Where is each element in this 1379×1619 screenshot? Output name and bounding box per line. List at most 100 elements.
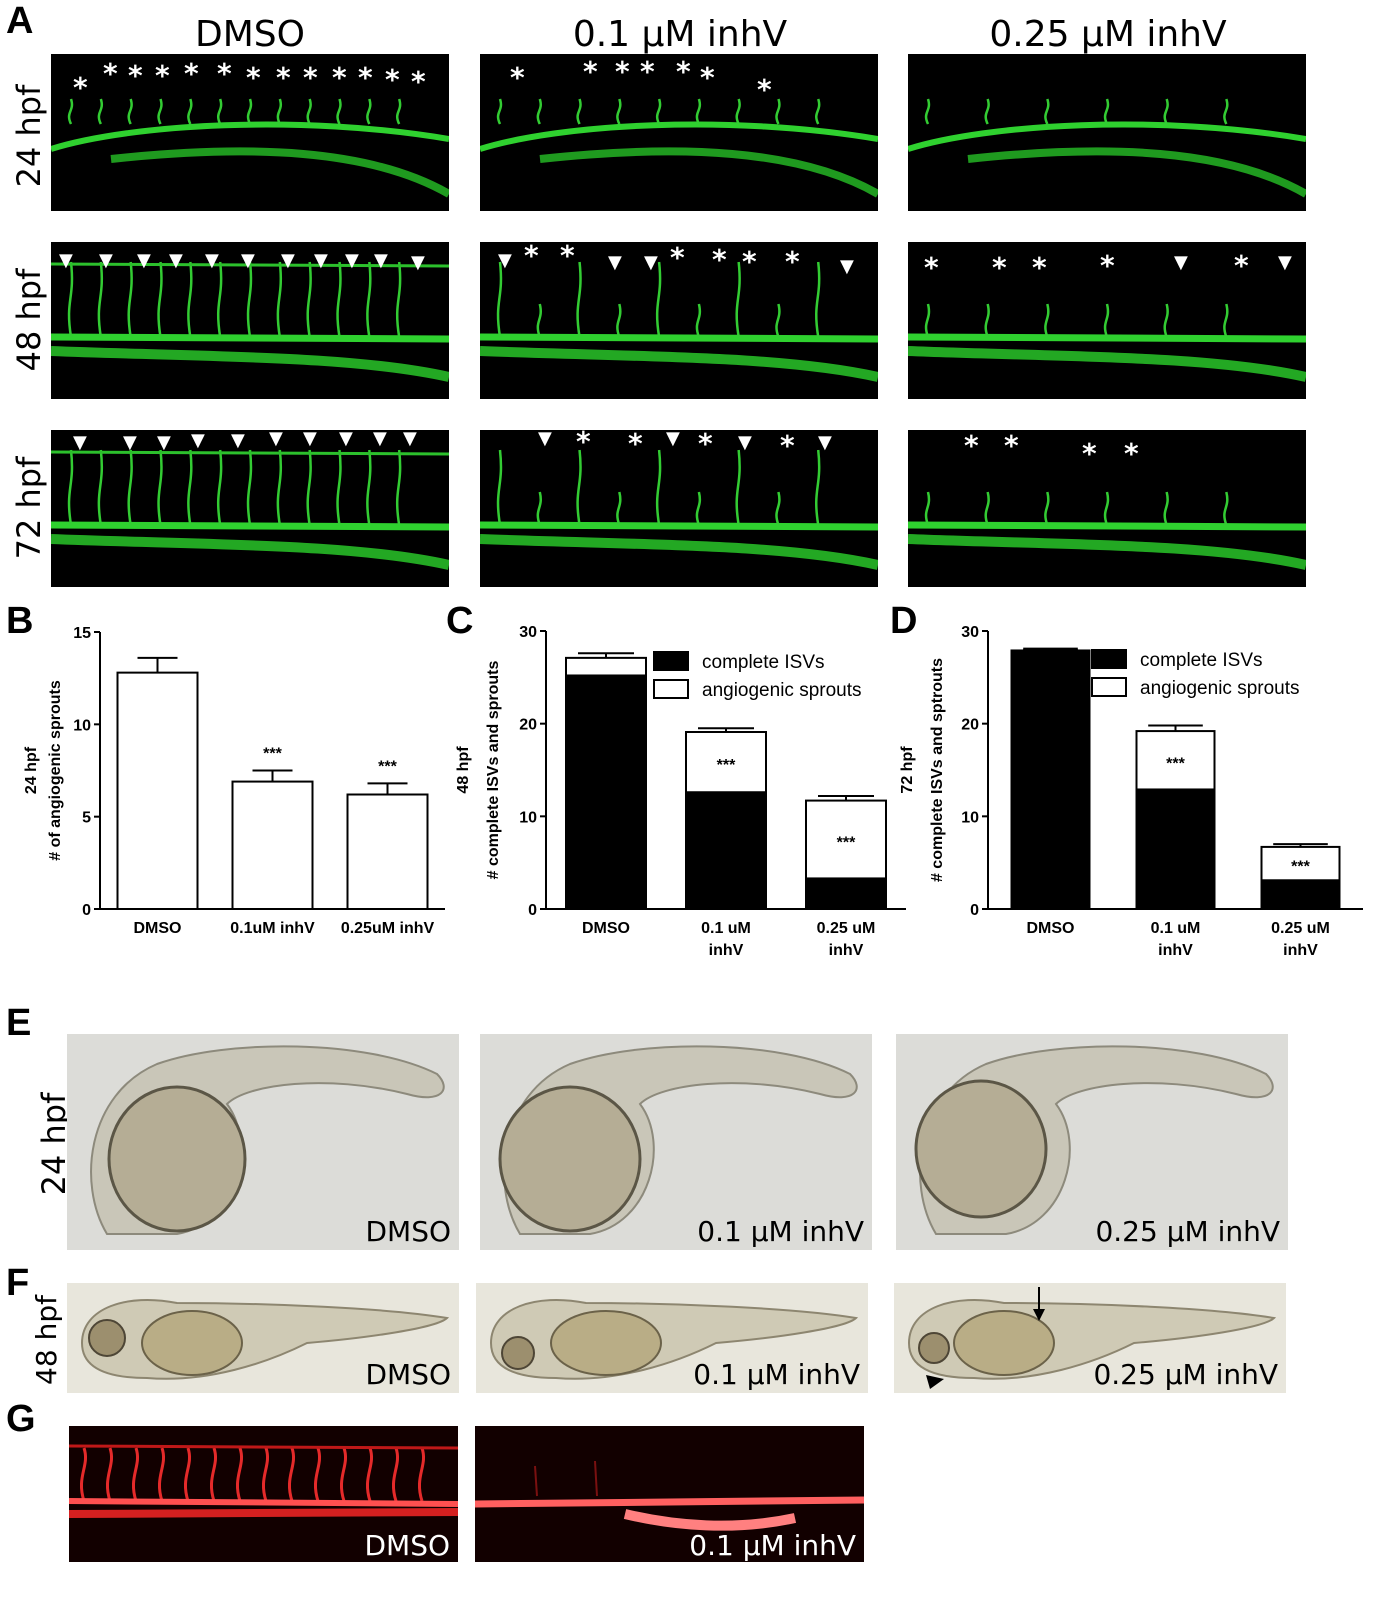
asterisk-marker: *	[640, 55, 655, 88]
asterisk-marker: *	[700, 61, 715, 94]
isv-vessel	[79, 1447, 87, 1502]
legend-label: angiogenic sprouts	[702, 680, 862, 701]
arrowhead-icon: ▼	[374, 250, 388, 271]
x-category-label: inhV	[829, 942, 864, 959]
arrowhead-icon: ▼	[608, 252, 622, 273]
isv-vessel	[183, 1447, 191, 1502]
y-tick-label: 30	[961, 624, 979, 641]
asterisk-marker: *	[676, 55, 691, 88]
asterisk-marker: *	[1004, 430, 1019, 462]
isv-vessel	[261, 1447, 269, 1502]
micrograph-24hpf-col3	[908, 54, 1306, 211]
fluorescence-g-0-1: 0.1 μM inhV	[475, 1426, 864, 1562]
asterisk-marker: *	[964, 430, 979, 462]
x-category-label: 0.25uM inhV	[341, 920, 435, 937]
y-axis-label-line2: # of angiogenic sprouts	[47, 680, 64, 861]
panel-letter-b: B	[6, 600, 34, 642]
micrograph-24hpf-col1: * * * * * * * * * * * * *	[51, 54, 449, 211]
isv-vessel	[287, 1447, 295, 1502]
micrograph-24hpf-col2: * * * * * * *	[480, 54, 878, 211]
asterisk-marker: *	[510, 61, 525, 94]
isv-vessel	[391, 1447, 399, 1502]
green-vasculature-image	[480, 261, 878, 382]
brightfield-f-0-25: 0.25 μM inhV	[894, 1283, 1286, 1393]
asterisk-marker: *	[742, 245, 757, 278]
asterisk-marker: *	[276, 61, 291, 94]
chart-d-svg: 0 10 20 30 72 hpf # complete ISVs and sptrout…	[899, 624, 1363, 959]
panel-letter-e: E	[6, 1002, 32, 1044]
chart-c-svg: 0 10 20 30 48 hpf # complete ISVs and sprouts…	[455, 624, 906, 959]
row-label-24hpf: 24 hpf	[10, 84, 48, 188]
green-vasculature-image	[908, 491, 1306, 570]
chart-d: 0 10 20 30 72 hpf # complete ISVs and sptrout…	[890, 610, 1363, 970]
bar-complete-isvs	[1260, 879, 1341, 911]
asterisk-marker: *	[332, 61, 347, 94]
asterisk-marker: *	[217, 57, 232, 90]
significance-marker: ***	[378, 758, 397, 775]
arrowhead-icon: ▼	[314, 250, 328, 271]
asterisk-marker: *	[576, 430, 591, 458]
panel-letter-f: F	[6, 1262, 30, 1304]
panel-letter-c: C	[446, 600, 474, 642]
legend-swatch	[1091, 677, 1127, 697]
x-category-label: 0.25 uM	[1271, 920, 1330, 937]
row-label-72hpf: 72 hpf	[10, 456, 48, 560]
arrowhead-icon: ▼	[538, 430, 552, 449]
isv-vessel	[209, 1447, 217, 1502]
y-tick-label: 20	[961, 717, 979, 734]
y-axis-label-line1: 48 hpf	[455, 746, 472, 794]
x-category-label: 0.25 uM	[817, 920, 876, 937]
isv-vessel	[417, 1447, 425, 1502]
micrograph-48hpf-col2: ▼ * * ▼ ▼ * * * * ▼	[480, 242, 878, 399]
embryo-48hpf-image	[489, 1299, 859, 1380]
arrowhead-icon: ▼	[99, 250, 113, 271]
arrowhead-icon: ▼	[738, 432, 752, 453]
arrowhead-icon: ▼	[339, 430, 353, 449]
green-vasculature-image	[51, 98, 449, 198]
x-category-label: 0.1uM inhV	[230, 920, 315, 937]
x-category-label: DMSO	[134, 920, 182, 937]
asterisk-marker: *	[1234, 249, 1249, 282]
asterisk-marker: *	[670, 242, 685, 274]
arrowhead-icon: ▼	[1174, 252, 1188, 273]
y-tick-label: 10	[519, 809, 537, 826]
asterisk-marker: *	[780, 430, 795, 462]
asterisk-marker: *	[560, 242, 575, 272]
arrowhead-icon: ▼	[241, 250, 255, 271]
y-axis-label-line1: 72 hpf	[899, 746, 916, 794]
y-tick-label: 10	[961, 809, 979, 826]
arrowhead-icon: ▼	[169, 250, 183, 271]
x-category-label: 0.1 uM	[1151, 920, 1201, 937]
asterisk-marker: *	[358, 61, 373, 94]
column-title-0-25: 0.25 μM inhV	[989, 14, 1227, 55]
panel-letter-a: A	[6, 0, 34, 42]
arrowhead-icon: ▼	[1278, 252, 1292, 273]
row-label-f-48hpf: 48 hpf	[30, 1295, 63, 1385]
y-axis-label-line2: # complete ISVs and sptrouts	[929, 658, 946, 882]
bar-complete-isvs	[1010, 650, 1091, 911]
legend-swatch	[653, 679, 689, 699]
embryo-48hpf-image	[80, 1299, 450, 1380]
asterisk-marker: *	[155, 59, 170, 92]
brightfield-f-0-1: 0.1 μM inhV	[476, 1283, 868, 1393]
x-category-label: inhV	[709, 942, 744, 959]
chart-b-svg: 0 5 10 15 24 hpf # of angiogenic sprouts DMSO *…	[23, 625, 445, 937]
arrowhead-icon: ▼	[644, 252, 658, 273]
embryo-48hpf-image	[907, 1287, 1277, 1389]
arrowhead-icon: ▼	[269, 430, 283, 449]
significance-marker: ***	[1166, 755, 1185, 772]
asterisk-marker: *	[128, 59, 143, 92]
significance-marker: ***	[837, 835, 856, 852]
asterisk-marker: *	[757, 73, 772, 106]
arrowhead-icon: ▼	[666, 430, 680, 449]
asterisk-marker: *	[411, 65, 426, 98]
red-vasculature-image	[475, 1460, 864, 1531]
arrowhead-icon: ▼	[191, 430, 205, 451]
y-axis-label-line1: 24 hpf	[23, 746, 40, 794]
panel-letter-d: D	[890, 600, 918, 642]
arrowhead-icon: ▼	[205, 250, 219, 271]
x-category-label: 0.1 uM	[701, 920, 751, 937]
bar-angiogenic-sprouts	[685, 731, 767, 794]
label-g-dmso: DMSO	[364, 1529, 450, 1562]
asterisk-marker: *	[712, 243, 727, 276]
